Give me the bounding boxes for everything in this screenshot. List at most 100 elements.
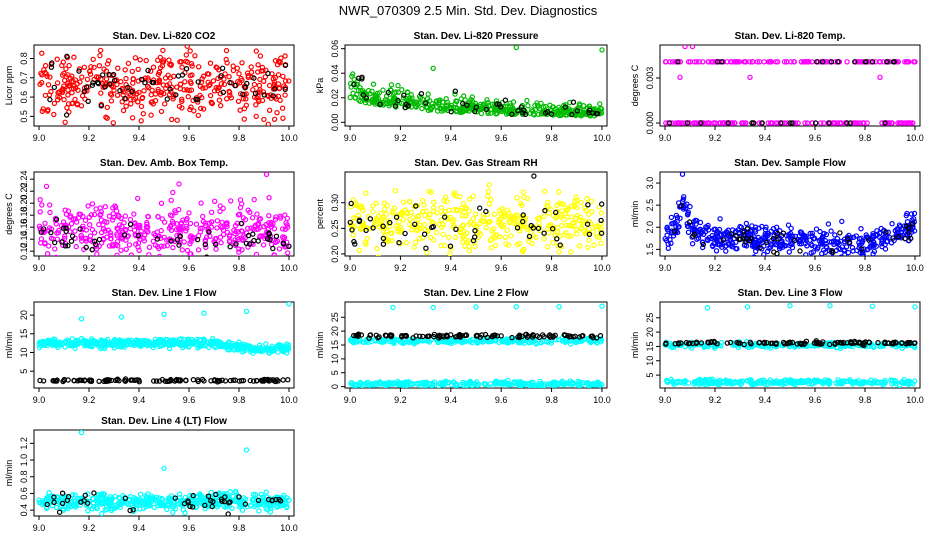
data-point bbox=[694, 217, 700, 224]
data-point bbox=[70, 78, 76, 85]
data-point bbox=[208, 378, 214, 384]
data-point bbox=[801, 59, 807, 65]
x-tick-label: 10.0 bbox=[280, 133, 298, 143]
data-point bbox=[113, 241, 119, 248]
data-point bbox=[775, 120, 781, 126]
data-point bbox=[757, 245, 763, 251]
data-point bbox=[216, 97, 223, 103]
y-tick-label: 0 bbox=[330, 384, 340, 389]
plot-frame bbox=[33, 301, 295, 389]
data-point bbox=[565, 333, 571, 339]
data-point bbox=[280, 115, 286, 122]
data-point bbox=[555, 189, 562, 195]
data-point bbox=[218, 239, 224, 246]
y-tick-label: 0.00 bbox=[330, 114, 340, 132]
data-point bbox=[504, 207, 511, 213]
data-point bbox=[183, 377, 189, 384]
data-point bbox=[129, 88, 135, 95]
data-point bbox=[593, 381, 600, 387]
data-point bbox=[146, 85, 152, 91]
data-point bbox=[463, 332, 470, 338]
data-point bbox=[51, 111, 57, 118]
data-point bbox=[176, 181, 182, 187]
panel-title: Stan. Dev. Line 3 Flow bbox=[738, 288, 843, 299]
data-point bbox=[542, 207, 548, 214]
data-point bbox=[38, 229, 44, 235]
data-point bbox=[856, 239, 862, 246]
data-point bbox=[690, 233, 696, 239]
data-point bbox=[348, 203, 354, 210]
data-point bbox=[541, 213, 547, 220]
data-point bbox=[442, 242, 448, 249]
data-point bbox=[786, 249, 793, 255]
data-point bbox=[270, 346, 277, 352]
data-point bbox=[146, 252, 152, 256]
x-tick-label: 9.0 bbox=[659, 263, 672, 273]
data-point bbox=[678, 202, 684, 209]
data-point bbox=[565, 233, 572, 239]
data-point bbox=[664, 379, 671, 385]
y-tick-label: 0.8 bbox=[19, 52, 29, 65]
data-point bbox=[574, 197, 581, 203]
data-point bbox=[700, 59, 706, 65]
data-point bbox=[255, 62, 261, 68]
data-point bbox=[59, 62, 65, 69]
data-point bbox=[787, 339, 793, 345]
data-point bbox=[47, 202, 53, 208]
data-point bbox=[114, 377, 120, 383]
x-tick-label: 9.0 bbox=[344, 395, 357, 405]
data-point bbox=[411, 341, 417, 347]
data-point bbox=[820, 380, 826, 387]
data-point bbox=[791, 344, 798, 350]
x-tick-label: 9.4 bbox=[759, 133, 772, 143]
data-point bbox=[874, 228, 880, 234]
data-point bbox=[62, 243, 69, 249]
data-point bbox=[388, 82, 395, 88]
data-point bbox=[387, 219, 393, 226]
data-point bbox=[881, 340, 888, 346]
data-point bbox=[282, 92, 288, 98]
data-point bbox=[574, 108, 581, 114]
data-point bbox=[413, 333, 419, 339]
data-point bbox=[442, 214, 448, 220]
y-tick-label: 0.5 bbox=[19, 110, 29, 123]
data-point bbox=[243, 96, 249, 102]
data-point bbox=[88, 377, 95, 384]
y-tick-label: 0.22 bbox=[19, 182, 29, 200]
data-point bbox=[188, 233, 194, 239]
data-point bbox=[212, 241, 219, 247]
data-point bbox=[187, 106, 193, 113]
data-point bbox=[409, 227, 415, 233]
data-point bbox=[195, 79, 201, 85]
data-point bbox=[244, 80, 250, 87]
data-point bbox=[115, 65, 121, 71]
data-point bbox=[780, 230, 787, 236]
data-point bbox=[599, 303, 605, 309]
data-point bbox=[585, 244, 591, 251]
data-point bbox=[240, 91, 246, 98]
data-point bbox=[271, 116, 278, 123]
data-point bbox=[524, 334, 531, 340]
data-point bbox=[700, 380, 707, 386]
data-point bbox=[904, 340, 910, 346]
series-all bbox=[347, 45, 605, 119]
data-point bbox=[224, 223, 230, 229]
data-point bbox=[515, 107, 521, 114]
data-point bbox=[477, 101, 484, 108]
x-tick-label: 9.4 bbox=[133, 263, 146, 273]
data-point bbox=[467, 337, 474, 344]
data-point bbox=[444, 333, 451, 340]
data-point bbox=[524, 97, 530, 104]
series-all bbox=[36, 430, 292, 516]
data-point bbox=[529, 382, 535, 388]
data-point bbox=[127, 221, 134, 227]
data-point bbox=[672, 59, 679, 65]
data-point bbox=[768, 120, 775, 126]
data-point bbox=[444, 99, 451, 106]
data-point bbox=[556, 304, 562, 310]
data-point bbox=[168, 61, 174, 68]
data-point bbox=[156, 77, 163, 83]
x-tick-label: 9.2 bbox=[394, 133, 407, 143]
data-point bbox=[79, 74, 85, 80]
y-tick-label: 0.12 bbox=[19, 242, 29, 260]
